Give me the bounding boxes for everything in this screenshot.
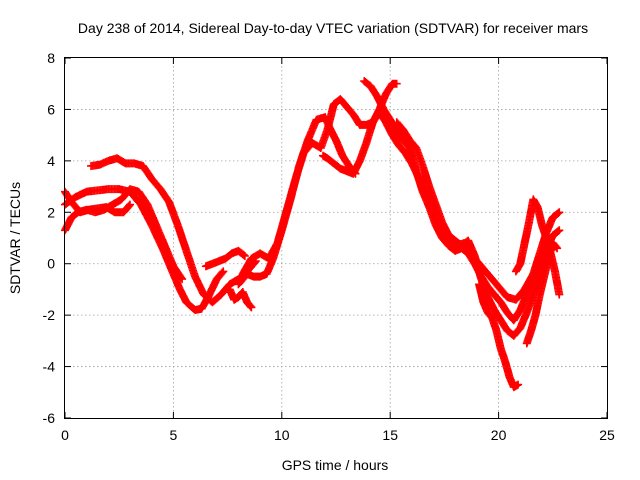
x-tick-label: 0 — [61, 427, 69, 443]
data-point — [177, 273, 186, 282]
data-point — [178, 275, 187, 284]
data-point — [125, 201, 134, 210]
x-tick-label: 20 — [491, 427, 507, 443]
y-tick-label: 0 — [47, 256, 55, 272]
y-tick-label: 6 — [47, 101, 55, 117]
series-track-7 — [201, 246, 249, 271]
x-tick-labels: 0 5 10 15 20 25 — [61, 427, 615, 443]
y-tick-label: 8 — [47, 50, 55, 66]
data-point — [553, 244, 562, 253]
x-tick-label: 15 — [382, 427, 398, 443]
y-tick-labels: -6 -4 -2 0 2 4 6 8 — [43, 50, 56, 426]
series-track-4 — [61, 187, 134, 217]
data-point — [392, 79, 401, 88]
x-axis-label: GPS time / hours — [282, 457, 389, 473]
series-track-14 — [511, 195, 564, 299]
data-point — [555, 290, 564, 299]
series-track-8 — [225, 285, 256, 312]
data-point — [514, 380, 523, 389]
data-point — [555, 208, 564, 217]
data-point — [247, 303, 256, 312]
plot-frame — [64, 57, 608, 419]
data-point — [240, 252, 249, 260]
data-point — [555, 226, 564, 235]
y-tick-label: -4 — [43, 359, 56, 375]
y-tick-label: 2 — [47, 204, 55, 220]
y-tick-label: 4 — [47, 153, 55, 169]
data-points — [61, 77, 564, 392]
data-point — [239, 251, 248, 260]
x-tick-label: 5 — [170, 427, 178, 443]
data-point — [219, 267, 228, 276]
data-point — [218, 268, 227, 277]
series-track-6 — [238, 79, 401, 278]
chart-title: Day 238 of 2014, Sidereal Day-to-day VTE… — [78, 20, 588, 36]
x-tick-label: 25 — [599, 427, 615, 443]
y-tick-label: -2 — [43, 307, 56, 323]
data-point — [126, 200, 134, 209]
x-tick-label: 10 — [274, 427, 290, 443]
series-track-12 — [475, 280, 523, 392]
y-axis-label: SDTVAR / TECUs — [7, 182, 23, 294]
y-tick-label: -6 — [43, 410, 56, 426]
